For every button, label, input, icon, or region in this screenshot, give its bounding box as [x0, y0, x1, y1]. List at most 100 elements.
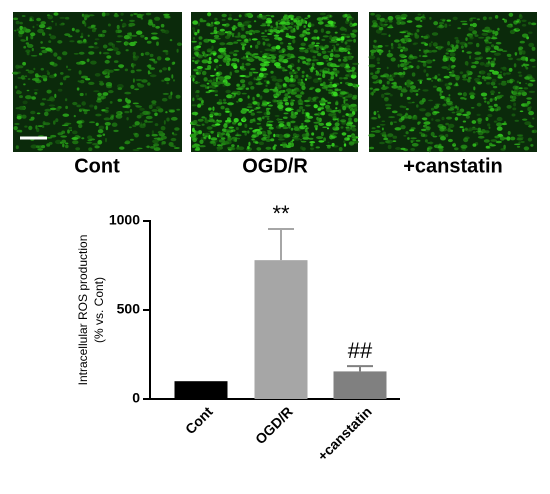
cell [406, 96, 411, 100]
cell [308, 21, 312, 26]
cell [270, 25, 273, 29]
cell [165, 111, 168, 114]
cell [54, 73, 57, 77]
cell [287, 78, 290, 82]
cell [93, 90, 100, 93]
cell [288, 83, 296, 87]
cell [331, 44, 336, 47]
cell [391, 110, 398, 114]
cell [421, 16, 427, 21]
cell [518, 87, 523, 90]
cell [201, 123, 205, 126]
cell [410, 139, 415, 142]
annotation: ## [348, 338, 373, 363]
cell [219, 28, 225, 32]
cell [384, 103, 392, 107]
cell [198, 36, 203, 40]
cell [201, 99, 204, 104]
cell [236, 83, 240, 87]
x-tick-label: Cont [182, 403, 216, 437]
cell [513, 102, 517, 107]
cell [389, 74, 392, 77]
cell [452, 58, 457, 60]
cell [125, 104, 131, 109]
cell [320, 131, 324, 137]
panel-label: Cont [74, 155, 120, 177]
cell [98, 125, 105, 130]
cell [264, 29, 267, 33]
cell [485, 36, 491, 40]
cell [277, 104, 284, 109]
cell [343, 77, 348, 80]
cell [301, 109, 306, 112]
cell [236, 87, 243, 90]
cell [139, 107, 145, 111]
cell [247, 145, 250, 150]
cell [102, 92, 109, 96]
cell [295, 94, 303, 98]
cell [286, 57, 292, 60]
cell [436, 88, 440, 92]
cell [327, 89, 334, 92]
cell [206, 53, 212, 56]
y-axis-label: (% vs. Cont) [92, 277, 106, 343]
cell [24, 75, 28, 78]
cell [275, 21, 279, 26]
cell [193, 81, 201, 84]
cell [525, 66, 529, 70]
cell [263, 79, 268, 83]
cell [251, 38, 258, 41]
cell [261, 103, 268, 107]
cell [525, 82, 528, 85]
cell [245, 30, 250, 35]
cell [116, 24, 120, 30]
cell [301, 133, 308, 138]
cell [497, 27, 500, 31]
cell [485, 47, 491, 52]
cell [282, 116, 288, 119]
cell [256, 14, 264, 19]
cell [145, 12, 152, 16]
cell [146, 40, 152, 44]
cell [291, 139, 295, 142]
cell [514, 119, 519, 122]
cell [506, 136, 511, 141]
cell [493, 45, 499, 50]
cell [471, 120, 477, 124]
cell [115, 51, 121, 55]
cell [106, 84, 113, 89]
cell [300, 42, 306, 47]
cell [350, 32, 355, 36]
cell [224, 75, 232, 80]
cell [55, 22, 57, 26]
cell [485, 145, 490, 149]
cell [134, 121, 140, 126]
cell [431, 79, 434, 82]
cell [352, 94, 358, 98]
cell [319, 69, 323, 73]
y-axis-label: Intracellular ROS production [76, 235, 90, 386]
cell [47, 71, 50, 76]
cell [46, 70, 49, 72]
cell [48, 104, 56, 107]
cell [23, 83, 26, 86]
cell [514, 88, 519, 93]
cell [212, 78, 215, 82]
cell [492, 85, 498, 89]
cell [58, 56, 62, 61]
cell [259, 127, 263, 130]
cell [145, 134, 150, 137]
cell [299, 33, 305, 38]
cell [108, 42, 114, 46]
cell [176, 108, 181, 111]
cell [53, 52, 58, 57]
cell [250, 68, 256, 71]
cell [502, 50, 508, 52]
cell [223, 101, 227, 104]
cell [288, 14, 295, 19]
cell [148, 104, 153, 109]
cell [124, 91, 132, 95]
cell [132, 148, 140, 152]
cell [290, 101, 294, 107]
cell [345, 63, 350, 68]
